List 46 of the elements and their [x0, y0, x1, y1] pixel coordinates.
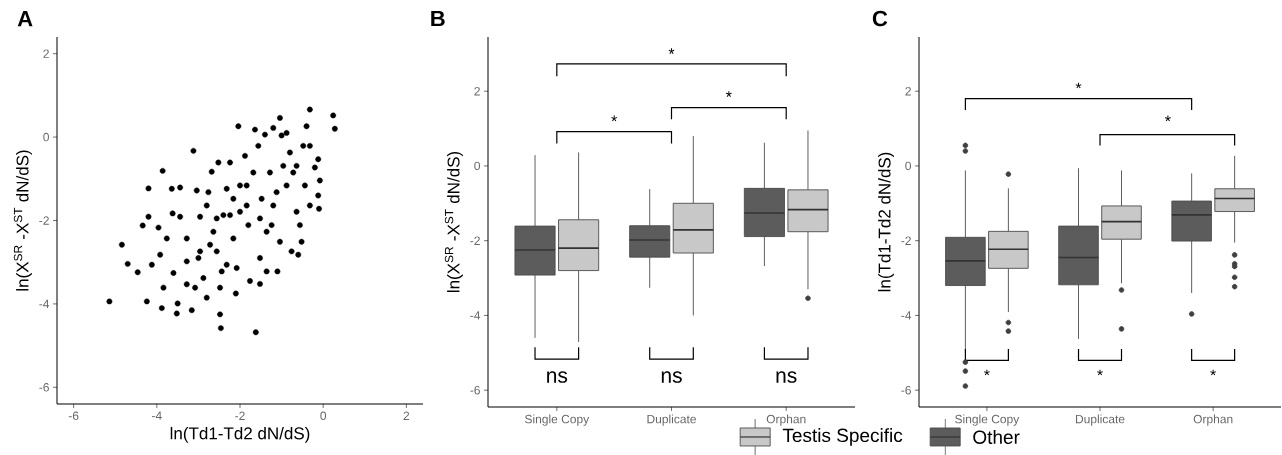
y-tick-label: -2: [470, 236, 480, 245]
annotation: *: [725, 91, 732, 97]
annotation: *: [984, 369, 990, 376]
legend-label: Testis Specific: [782, 428, 903, 446]
y-tick-label: -6: [470, 385, 480, 395]
y-tick-label: -2: [901, 236, 911, 245]
y-axis-title: ln(Td1-Td2 dN/dS): [878, 152, 894, 292]
y-tick-label: -6: [901, 385, 911, 395]
x-tick-label: Duplicate: [647, 414, 696, 426]
annotation: *: [668, 48, 675, 54]
y-tick-label: -4: [39, 299, 50, 309]
annotation: ns: [776, 371, 797, 383]
x-axis-title: ln(Td1-Td2 dN/dS): [170, 426, 310, 443]
y-tick-label: 0: [474, 161, 481, 171]
y-axis-title: ln(X$^{SR}$ -X$^{ST}$ dN/dS): [444, 151, 463, 293]
annotation: ns: [547, 371, 568, 383]
chart-title: A: [17, 11, 33, 27]
x-tick-label: -2: [235, 411, 245, 420]
y-axis-title: ln(X$^{SR}$ -X$^{ST}$ dN/dS): [13, 150, 32, 291]
annotation: *: [611, 115, 618, 122]
x-tick-label: Single Copy: [525, 414, 590, 426]
y-tick-label: 2: [43, 49, 49, 58]
annotation: *: [1210, 369, 1216, 376]
y-tick-label: 2: [474, 87, 480, 96]
annotation: ns: [661, 371, 682, 383]
y-tick-label: 0: [43, 132, 49, 142]
y-tick-label: -6: [39, 383, 49, 392]
y-tick-label: -2: [39, 216, 49, 225]
x-tick-label: 2: [403, 411, 410, 420]
y-tick-label: -4: [470, 311, 481, 320]
x-tick-label: -6: [68, 411, 79, 421]
annotation: *: [1075, 82, 1082, 89]
y-tick-label: -4: [901, 311, 912, 320]
chart-title: B: [431, 10, 445, 27]
x-tick-label: -4: [152, 411, 162, 420]
chart-title: C: [872, 10, 888, 27]
x-tick-label: Orphan: [1193, 414, 1233, 426]
y-tick-label: 0: [905, 161, 912, 171]
x-tick-label: Orphan: [766, 414, 806, 426]
legend-label: Other: [973, 429, 1020, 444]
x-tick-label: 0: [320, 411, 327, 421]
x-tick-label: Single Copy: [955, 414, 1020, 426]
annotation: *: [1165, 115, 1171, 122]
annotation: *: [1097, 369, 1103, 376]
y-tick-label: 2: [905, 87, 911, 96]
x-tick-label: Duplicate: [1075, 414, 1125, 426]
